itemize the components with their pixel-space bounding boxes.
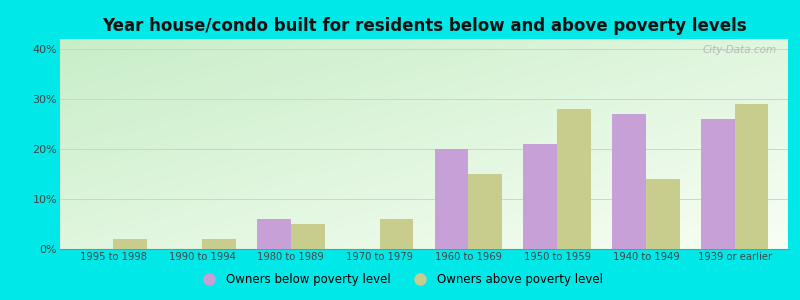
Text: City-Data.com: City-Data.com [703, 45, 777, 55]
Legend: Owners below poverty level, Owners above poverty level: Owners below poverty level, Owners above… [193, 269, 607, 291]
Bar [291, 224, 325, 249]
Bar [434, 149, 468, 249]
Bar [114, 239, 147, 249]
Bar [701, 119, 734, 249]
Bar [202, 239, 236, 249]
Bar [257, 219, 291, 249]
Bar [380, 219, 414, 249]
Title: Year house/condo built for residents below and above poverty levels: Year house/condo built for residents bel… [102, 17, 746, 35]
Bar [612, 114, 646, 249]
Bar [734, 104, 769, 249]
Bar [557, 109, 591, 249]
Bar [468, 174, 502, 249]
Bar [646, 179, 680, 249]
Bar [523, 144, 557, 249]
